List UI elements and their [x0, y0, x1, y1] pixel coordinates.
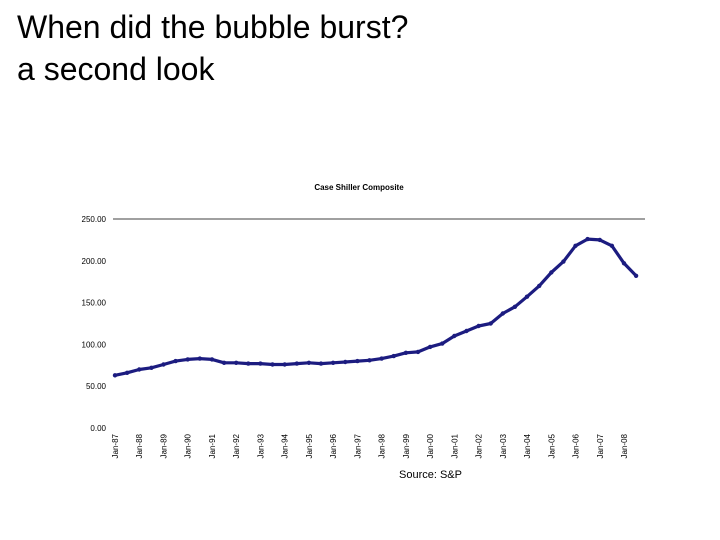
y-tick-label: 150.00: [82, 299, 107, 308]
source-note: Source: S&P: [399, 469, 462, 481]
data-point: [537, 283, 542, 289]
data-point: [524, 294, 530, 299]
chart-title: Case Shiller Composite: [314, 183, 404, 192]
x-tick-label: Jan-94: [281, 433, 290, 458]
x-tick-label: Jan-90: [184, 433, 193, 458]
slide-title-line-1: When did the bubble burst?: [17, 9, 409, 45]
x-tick-label: Jan-98: [378, 433, 387, 458]
data-point: [234, 360, 239, 365]
data-point: [415, 349, 421, 355]
y-axis: 0.00 50.00 100.00 150.00 200.00 250.00: [82, 215, 107, 433]
x-tick-label: Jan-04: [523, 433, 532, 458]
data-point: [633, 273, 639, 278]
x-tick-label: Jan-96: [329, 433, 338, 458]
y-tick-label: 200.00: [82, 257, 107, 266]
y-tick-label: 0.00: [90, 424, 106, 433]
x-tick-label: Jan-87: [111, 433, 120, 458]
data-point: [258, 361, 263, 366]
x-tick-label: Jan-03: [499, 433, 508, 458]
data-point: [209, 357, 215, 362]
data-point: [500, 311, 505, 316]
data-point: [246, 361, 251, 366]
y-tick-label: 50.00: [86, 382, 107, 391]
data-point: [379, 356, 384, 361]
data-point: [512, 304, 518, 309]
data-point: [343, 359, 348, 365]
data-point: [367, 358, 372, 363]
x-tick-label: Jan-02: [475, 433, 484, 458]
data-point: [124, 370, 130, 375]
data-point: [355, 358, 360, 364]
y-tick-label: 250.00: [82, 215, 107, 224]
data-point: [427, 344, 433, 350]
x-tick-label: Jan-92: [232, 433, 241, 458]
data-point: [585, 236, 590, 242]
data-point: [549, 270, 554, 275]
data-point: [112, 373, 118, 378]
data-point: [161, 362, 166, 367]
data-point: [282, 362, 287, 367]
data-point: [197, 356, 202, 361]
data-point: [270, 362, 275, 367]
x-tick-label: Jan-88: [135, 433, 144, 458]
x-tick-label: Jan-06: [572, 433, 581, 458]
data-point: [330, 360, 336, 365]
data-point: [173, 358, 178, 364]
data-point: [318, 361, 324, 366]
data-point: [137, 367, 142, 372]
data-point: [221, 360, 227, 365]
x-tick-label: Jan-99: [402, 433, 411, 458]
x-tick-label: Jan-00: [426, 433, 435, 458]
x-tick-label: Jan-08: [620, 433, 629, 458]
data-point: [597, 237, 602, 243]
x-axis: Jan-87 Jan-88 Jan-89 Jan-90 Jan-91 Jan-92 Jan-…: [111, 433, 629, 458]
data-point: [403, 350, 409, 355]
x-tick-label: Jan-05: [547, 433, 556, 458]
data-point: [621, 261, 627, 266]
slide-title-line-2: a second look: [17, 51, 215, 87]
data-point: [464, 328, 469, 334]
y-tick-label: 100.00: [82, 340, 107, 349]
plot-area: [112, 218, 645, 378]
slide-title: When did the bubble burst? a second look: [17, 6, 408, 90]
data-point: [476, 323, 481, 329]
data-point: [391, 353, 396, 359]
data-point: [452, 333, 457, 339]
x-tick-label: Jan-89: [159, 433, 168, 458]
x-tick-label: Jan-91: [208, 433, 217, 458]
x-tick-label: Jan-07: [596, 433, 605, 458]
x-tick-label: Jan-01: [450, 433, 459, 458]
x-tick-label: Jan-93: [256, 433, 265, 458]
x-tick-label: Jan-95: [305, 433, 314, 458]
x-tick-label: Jan-97: [353, 433, 362, 458]
data-point: [294, 361, 299, 366]
data-point: [561, 259, 566, 264]
data-point: [488, 321, 493, 326]
series-line: [113, 237, 638, 377]
data-point: [185, 357, 190, 362]
data-point: [440, 341, 445, 346]
data-point: [573, 243, 578, 248]
data-point: [149, 365, 154, 370]
data-point: [609, 243, 615, 248]
data-point: [306, 360, 312, 365]
